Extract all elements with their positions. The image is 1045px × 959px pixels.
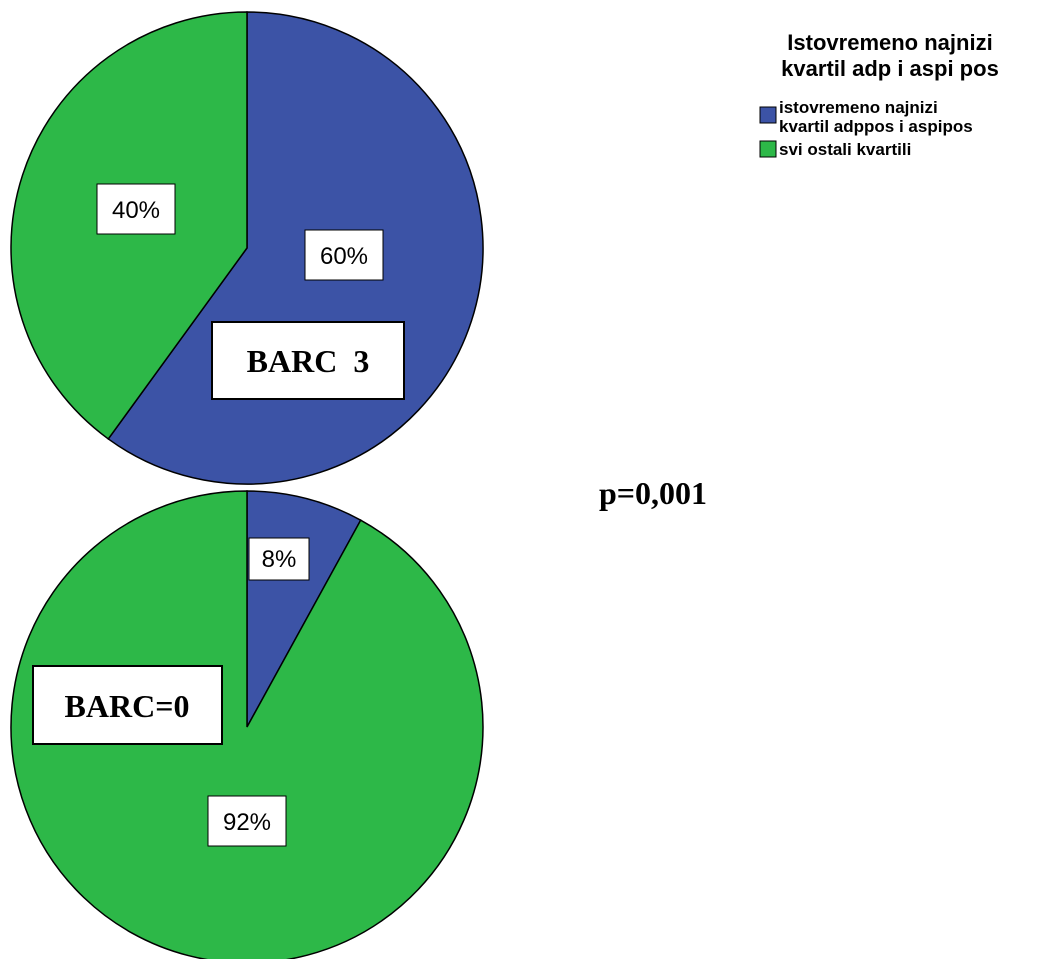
pie0-label-60: 60% (304, 229, 384, 281)
legend-item-other-quartiles: svi ostali kvartili (759, 140, 911, 159)
pie1-slice-1 (10, 490, 484, 959)
pie0-slice1-data-label: 40% (112, 197, 160, 224)
legend-item-0-line-2: kvartil adppos i aspipos (779, 117, 973, 136)
pie1-slice1-data-label: 92% (223, 809, 271, 836)
legend-item-1-line-1: svi ostali kvartili (779, 140, 911, 159)
p-value-label: p=0,001 (599, 475, 707, 511)
legend-title-line-1: Istovremeno najnizi (787, 30, 992, 55)
pie1-slice0-data-label: 8% (262, 546, 297, 573)
pie0-slice0-data-label: 60% (320, 243, 368, 270)
pie0-slices (10, 11, 484, 485)
legend: Istovremeno najnizi kvartil adp i aspi p… (759, 30, 999, 159)
pie0-label-40: 40% (96, 183, 176, 235)
legend-title-line-2: kvartil adp i aspi pos (781, 56, 999, 81)
pie1-label-92: 92% (207, 795, 287, 847)
pie-chart-barc3: 60% 40% BARC 3 (10, 11, 484, 485)
pie1-label-8: 8% (248, 537, 310, 581)
legend-item-lowest-quartile: istovremeno najnizi kvartil adppos i asp… (759, 98, 973, 136)
legend-swatch-green (759, 140, 777, 158)
pie-chart-barc0: 8% 92% BARC=0 (10, 490, 484, 959)
pie0-group-label-box: BARC 3 (211, 321, 405, 400)
pie1-group-label: BARC=0 (65, 688, 190, 724)
legend-swatch-blue (759, 106, 777, 124)
pie1-group-label-box: BARC=0 (32, 665, 223, 745)
legend-item-0-line-1: istovremeno najnizi (779, 98, 938, 117)
pie0-group-label: BARC 3 (247, 343, 370, 379)
